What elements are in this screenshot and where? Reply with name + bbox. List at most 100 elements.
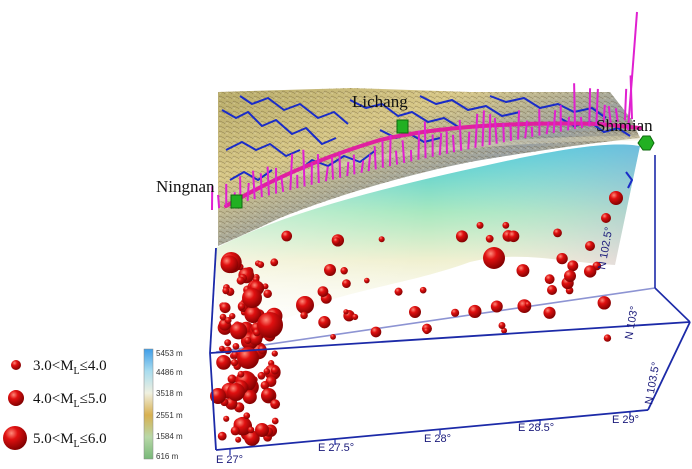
station-spike — [517, 110, 521, 140]
hypocenter — [378, 236, 385, 243]
hypocenter — [224, 346, 232, 355]
hypocenter — [227, 374, 237, 384]
hypocenter — [224, 339, 232, 347]
colorbar-label-4: 1584 m — [156, 432, 183, 441]
hypocenter — [222, 287, 230, 295]
station-spike — [367, 154, 372, 172]
axis-ticks — [229, 411, 631, 455]
station-spike — [346, 161, 350, 177]
axis-tick-label-e27-5: E 27.5° — [318, 442, 354, 454]
hypocenter — [237, 347, 259, 369]
legend-label-1: 3.0<ML≤4.0 — [33, 358, 107, 377]
hypocenter — [217, 431, 227, 441]
hypocenter — [564, 270, 576, 282]
hypocenter — [257, 371, 266, 380]
hypocenter — [247, 426, 255, 434]
hypocenter — [243, 412, 251, 420]
hypocenter — [219, 313, 227, 321]
hypocenter — [609, 191, 623, 205]
station-spike — [579, 116, 584, 128]
hypocenter — [244, 306, 262, 324]
hypocenter — [340, 267, 348, 275]
hypocenter — [244, 430, 260, 446]
hypocenter — [567, 260, 579, 272]
hypocenter — [451, 308, 460, 317]
station-spike — [481, 110, 485, 147]
hypocenter — [597, 296, 611, 310]
station-spike — [595, 88, 599, 126]
hypocenter — [498, 322, 506, 329]
station-spike — [566, 116, 571, 131]
station-spike — [614, 108, 619, 122]
hypocenter — [583, 265, 597, 278]
hypocenter — [543, 306, 556, 319]
station-spike — [607, 105, 612, 123]
station-spike — [588, 88, 592, 127]
hypocenter — [281, 230, 293, 242]
axis-tick-label-e28: E 28° — [424, 433, 451, 445]
hypocenter — [244, 336, 252, 344]
bounding-box-back — [215, 155, 691, 353]
hypocenter — [332, 237, 341, 245]
hypocenter — [236, 276, 245, 285]
place-label-lichang: Lichang — [352, 92, 408, 111]
colorbar-label-2: 3518 m — [156, 389, 183, 398]
hypocenter — [237, 370, 245, 378]
hypocenter — [370, 326, 382, 338]
station-spike — [417, 130, 421, 160]
station-spike — [252, 170, 256, 200]
hypocenter — [585, 241, 595, 251]
hypocenter — [238, 303, 246, 310]
hypocenter — [229, 322, 248, 340]
station-spike — [545, 121, 550, 135]
station-spike — [524, 120, 529, 139]
station-spike — [373, 146, 377, 170]
hypocenter — [216, 354, 232, 370]
station-spike — [394, 150, 399, 165]
hypocenter — [271, 417, 279, 425]
legend-label-2: 4.0<ML≤5.0 — [33, 391, 107, 410]
hypocenter — [324, 264, 336, 276]
hypocenter — [544, 274, 555, 285]
station-spikes — [211, 11, 638, 211]
station-spike — [324, 166, 329, 182]
station-spike — [627, 11, 638, 131]
hypocenter — [409, 306, 421, 318]
hypocenter — [235, 436, 242, 443]
elevation-colorbar: 5453 m 4486 m 3518 m 2551 m 1584 m 616 m — [143, 348, 183, 461]
town-marker-shimian — [637, 135, 655, 151]
hypocenter — [603, 334, 612, 342]
hypocenter — [394, 287, 403, 296]
hypocenter — [507, 230, 520, 243]
hypocenter — [219, 302, 231, 314]
station-spike — [280, 176, 285, 192]
hypocenter — [317, 286, 329, 297]
hypocenter — [556, 252, 568, 265]
hypocenter — [490, 300, 503, 313]
station-spike — [451, 134, 456, 153]
axis-tick-label-e27: E 27° — [216, 454, 243, 466]
bounding-box-front — [209, 247, 691, 451]
station-spike — [330, 156, 335, 180]
hypocenter — [263, 289, 272, 299]
hypocenter — [242, 288, 262, 308]
hypocenter — [419, 286, 427, 294]
station-spike — [338, 152, 342, 178]
hypocenter — [218, 345, 226, 352]
hypocenter — [232, 342, 240, 350]
colorbar-label-3: 2551 m — [156, 411, 183, 420]
hypocenter — [255, 423, 269, 437]
legend-symbol-medium — [8, 390, 24, 406]
station-spike — [623, 88, 628, 121]
hypocenter — [224, 317, 232, 324]
station-spike — [289, 153, 294, 191]
hypocenter — [242, 389, 257, 405]
hypocenter — [330, 333, 336, 340]
colorbar-label-5: 616 m — [156, 452, 179, 461]
hypocenter — [220, 255, 239, 274]
hypocenter — [516, 264, 530, 278]
legend-symbol-large — [3, 426, 27, 450]
hypocenter — [230, 359, 239, 367]
station-spike — [360, 160, 365, 173]
